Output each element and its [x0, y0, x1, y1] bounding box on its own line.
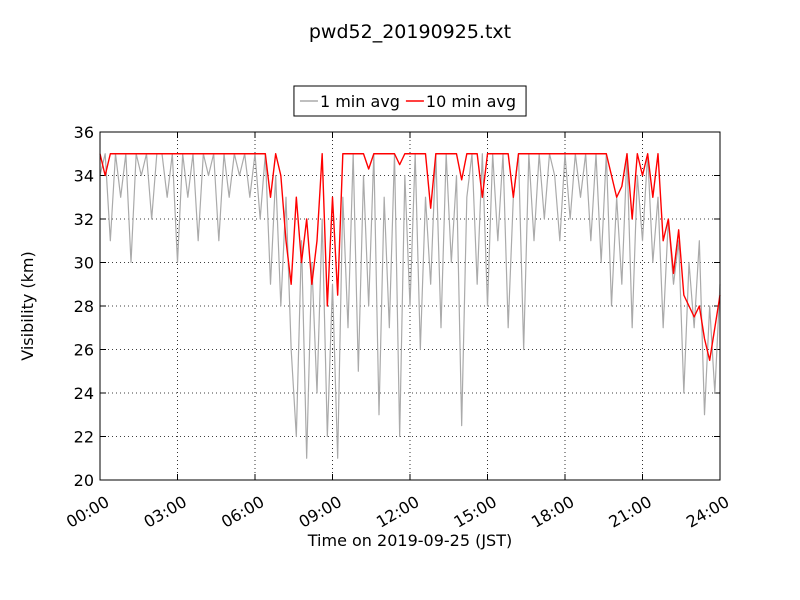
y-tick-label: 20 [74, 471, 94, 490]
y-tick-label: 24 [74, 384, 94, 403]
y-tick-label: 28 [74, 297, 94, 316]
x-axis-label: Time on 2019-09-25 (JST) [307, 531, 512, 550]
y-axis-label: Visibility (km) [18, 251, 37, 360]
legend-label: 10 min avg [426, 92, 516, 111]
y-tick-label: 30 [74, 254, 94, 273]
y-tick-label: 26 [74, 341, 94, 360]
legend-label: 1 min avg [320, 92, 400, 111]
plot-frame [99, 131, 721, 481]
y-tick-label: 32 [74, 210, 94, 229]
chart-title: pwd52_20190925.txt [309, 21, 511, 43]
legend: 1 min avg 10 min avg [293, 85, 527, 117]
y-tick-label: 22 [74, 428, 94, 447]
data-line [99, 153, 721, 362]
y-tick-label: 36 [74, 123, 94, 142]
y-tick-label: 34 [74, 167, 94, 186]
